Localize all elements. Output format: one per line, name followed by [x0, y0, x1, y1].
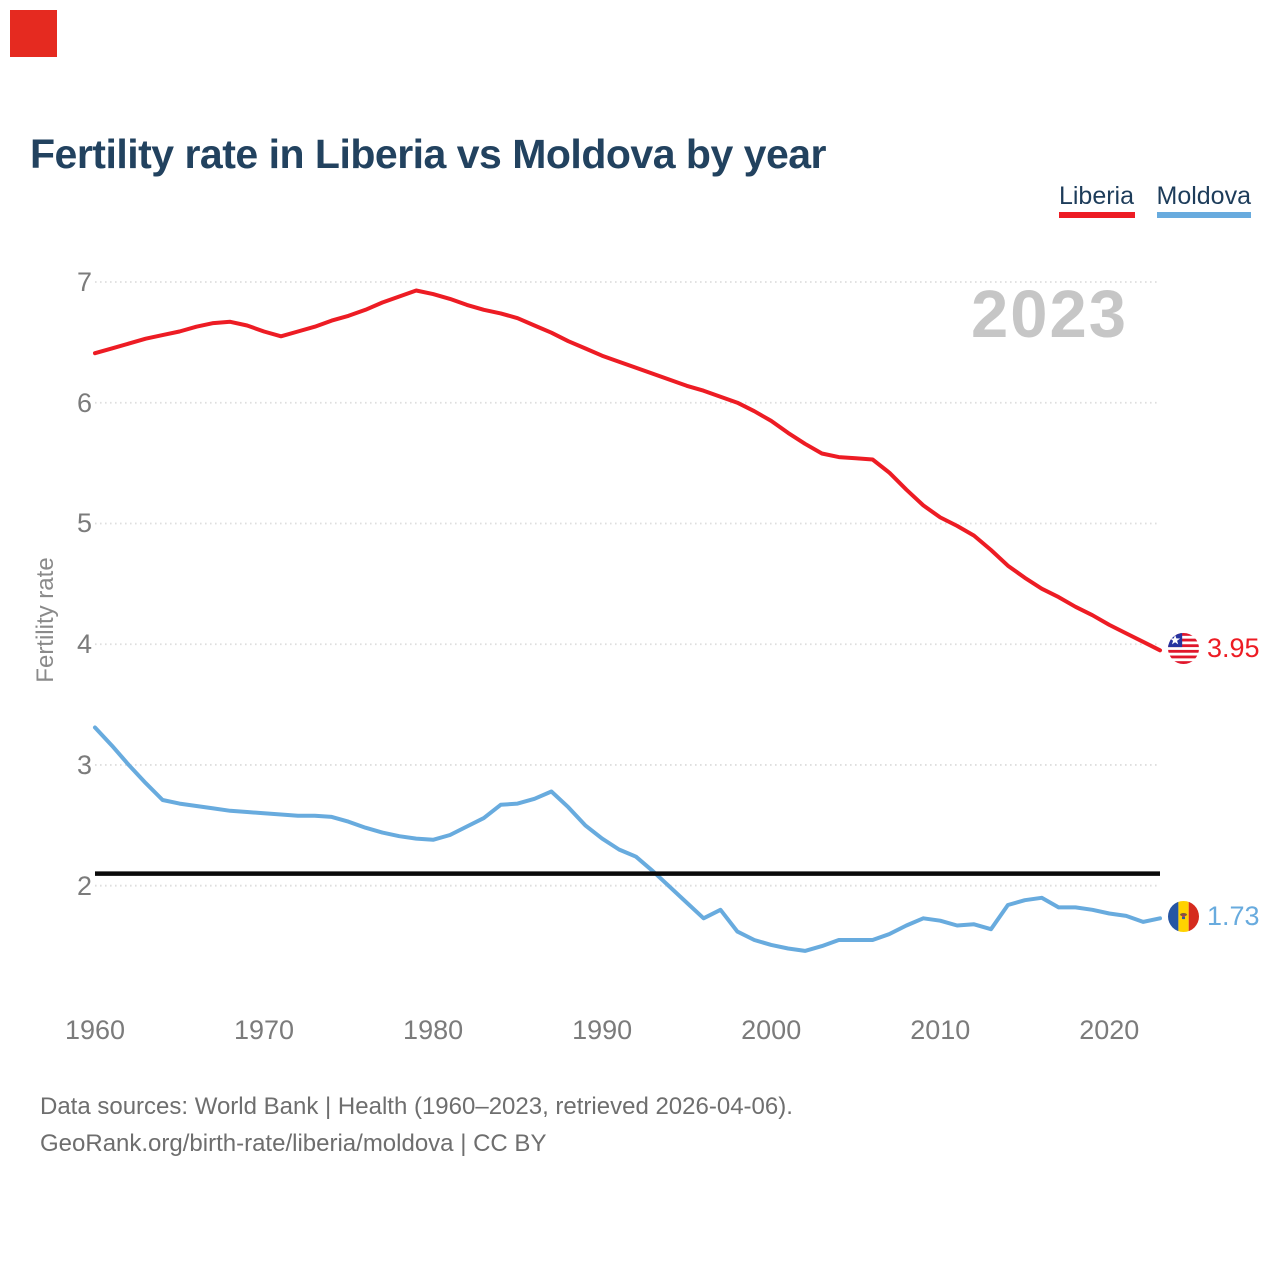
year-watermark: 2023 [970, 277, 1128, 352]
liberia-flag-icon [1168, 633, 1199, 665]
end-value-moldova: 1.73 [1207, 901, 1260, 932]
page-title: Fertility rate in Liberia vs Moldova by … [30, 131, 827, 178]
chart-legend: Liberia Moldova [1058, 182, 1252, 218]
end-label-liberia: 3.95 [1168, 633, 1260, 665]
legend-label-moldova: Moldova [1156, 182, 1252, 210]
legend-color-bar-moldova [1156, 212, 1251, 218]
legend-item-liberia[interactable]: Liberia [1058, 182, 1135, 218]
end-value-liberia: 3.95 [1207, 633, 1260, 664]
legend-label-liberia: Liberia [1058, 182, 1135, 210]
legend-item-moldova[interactable]: Moldova [1156, 182, 1252, 218]
brand-logo [10, 10, 57, 57]
moldova-flag-icon [1168, 901, 1199, 933]
legend-color-bar-liberia [1058, 212, 1135, 218]
end-label-moldova: 1.73 [1168, 901, 1260, 933]
license-line: GeoRank.org/birth-rate/liberia/moldova |… [40, 1130, 547, 1157]
source-attribution: Data sources: World Bank | Health (1960–… [40, 1088, 793, 1162]
data-source-line: Data sources: World Bank | Health (1960–… [40, 1093, 793, 1120]
